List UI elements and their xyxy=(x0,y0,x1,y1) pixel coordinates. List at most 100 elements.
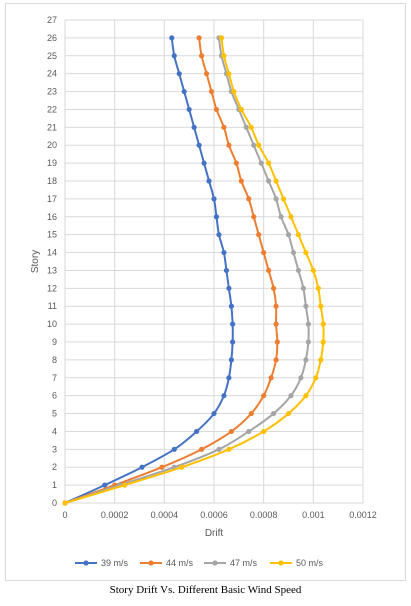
data-point-39-m-s xyxy=(228,303,234,309)
data-point-50-m-s xyxy=(266,160,272,166)
y-tick-label: 2 xyxy=(52,462,57,472)
data-point-50-m-s xyxy=(303,249,309,256)
data-point-44-m-s xyxy=(266,267,272,274)
data-point-39-m-s xyxy=(191,124,197,130)
data-point-47-m-s xyxy=(285,232,292,238)
x-tick-label: 0.0006 xyxy=(200,510,228,520)
y-tick-label: 23 xyxy=(47,87,57,97)
y-tick-label: 1 xyxy=(52,480,57,490)
data-point-50-m-s xyxy=(179,464,185,470)
data-point-44-m-s xyxy=(226,142,232,148)
y-tick-label: 12 xyxy=(47,283,57,293)
chart-plot: 0 0.0002 0.0004 0.0006 0.0008 0.001 0.00120123… xyxy=(30,15,377,568)
data-point-44-m-s xyxy=(208,88,215,95)
data-point-50-m-s xyxy=(261,428,267,435)
data-point-47-m-s xyxy=(273,196,279,202)
x-tick-label: 0 xyxy=(62,510,67,520)
data-point-39-m-s xyxy=(186,106,192,113)
data-point-44-m-s xyxy=(221,124,227,130)
y-tick-label: 13 xyxy=(47,265,57,275)
legend-label-47-m-s: 47 m/s xyxy=(230,558,258,568)
data-point-39-m-s xyxy=(226,285,232,291)
data-point-47-m-s xyxy=(216,446,222,452)
data-point-47-m-s xyxy=(246,428,252,435)
data-point-44-m-s xyxy=(198,446,205,452)
y-tick-label: 17 xyxy=(47,194,57,204)
data-point-44-m-s xyxy=(196,35,202,41)
y-tick-label: 11 xyxy=(48,301,57,311)
x-tick-label: 0.0004 xyxy=(151,510,179,520)
data-point-50-m-s xyxy=(280,196,287,202)
data-point-39-m-s xyxy=(194,428,200,435)
data-point-47-m-s xyxy=(251,142,257,148)
y-tick-label: 0 xyxy=(52,498,57,508)
data-point-39-m-s xyxy=(201,160,207,166)
data-point-44-m-s xyxy=(238,178,244,184)
data-point-39-m-s xyxy=(226,375,232,381)
data-point-44-m-s xyxy=(268,375,274,381)
legend-marker-44-m-s xyxy=(148,560,154,566)
data-point-50-m-s xyxy=(273,178,279,184)
data-point-39-m-s xyxy=(139,464,145,470)
data-point-47-m-s xyxy=(271,410,277,417)
data-point-39-m-s xyxy=(169,35,175,41)
data-point-50-m-s xyxy=(318,303,324,309)
data-point-50-m-s xyxy=(318,357,324,363)
data-point-44-m-s xyxy=(246,196,252,202)
data-point-44-m-s xyxy=(273,303,279,309)
data-point-39-m-s xyxy=(221,249,227,256)
data-point-44-m-s xyxy=(251,214,257,220)
y-tick-label: 4 xyxy=(52,426,57,436)
data-point-44-m-s xyxy=(213,106,220,113)
data-point-44-m-s xyxy=(203,71,210,77)
data-point-47-m-s xyxy=(303,357,309,363)
data-point-50-m-s xyxy=(295,232,302,238)
data-point-50-m-s xyxy=(122,482,128,488)
data-point-44-m-s xyxy=(261,249,267,256)
y-tick-label: 21 xyxy=(47,122,57,132)
y-tick-label: 24 xyxy=(47,69,57,79)
data-point-50-m-s xyxy=(226,71,232,77)
data-point-39-m-s xyxy=(102,482,108,488)
data-point-44-m-s xyxy=(198,53,205,59)
data-point-39-m-s xyxy=(206,178,212,184)
x-axis-title: Drift xyxy=(205,528,224,539)
y-tick-label: 19 xyxy=(47,158,57,168)
data-point-47-m-s xyxy=(290,249,297,256)
data-point-39-m-s xyxy=(171,446,177,452)
data-point-50-m-s xyxy=(315,285,321,291)
data-point-39-m-s xyxy=(216,232,222,238)
y-tick-label: 18 xyxy=(47,176,57,186)
data-point-50-m-s xyxy=(320,339,326,345)
data-point-50-m-s xyxy=(231,88,237,95)
data-point-39-m-s xyxy=(181,88,187,95)
legend-label-39-m-s: 39 m/s xyxy=(101,558,129,568)
data-point-47-m-s xyxy=(278,214,284,220)
x-tick-label: 0.0002 xyxy=(101,510,129,520)
data-point-39-m-s xyxy=(228,357,234,363)
data-point-50-m-s xyxy=(320,321,326,327)
data-point-39-m-s xyxy=(230,339,236,345)
data-point-50-m-s xyxy=(303,393,309,399)
data-point-39-m-s xyxy=(213,214,220,220)
data-point-44-m-s xyxy=(256,232,262,238)
data-point-50-m-s xyxy=(256,142,262,148)
legend-marker-39-m-s xyxy=(83,560,89,566)
data-point-44-m-s xyxy=(159,464,165,470)
data-point-47-m-s xyxy=(303,303,309,309)
data-point-47-m-s xyxy=(305,339,311,345)
data-point-50-m-s xyxy=(288,214,294,220)
data-point-39-m-s xyxy=(176,71,182,77)
y-tick-label: 15 xyxy=(47,230,57,240)
data-point-44-m-s xyxy=(273,357,279,363)
data-point-39-m-s xyxy=(211,196,217,202)
y-tick-label: 14 xyxy=(47,248,57,258)
y-tick-label: 3 xyxy=(52,444,57,454)
legend-label-50-m-s: 50 m/s xyxy=(296,558,324,568)
y-tick-label: 20 xyxy=(47,140,57,150)
legend-marker-47-m-s xyxy=(212,560,218,566)
data-point-50-m-s xyxy=(62,500,68,506)
data-point-50-m-s xyxy=(310,267,316,274)
data-point-44-m-s xyxy=(228,428,234,435)
data-point-44-m-s xyxy=(248,410,254,417)
